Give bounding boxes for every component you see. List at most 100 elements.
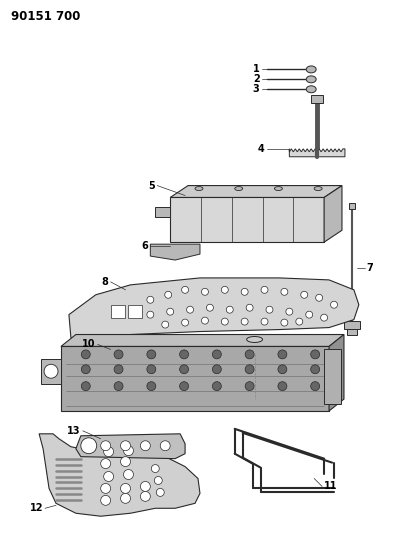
Circle shape [261, 318, 268, 325]
Circle shape [101, 458, 111, 469]
Text: 2: 2 [253, 74, 260, 84]
Polygon shape [111, 305, 125, 318]
Circle shape [160, 441, 170, 451]
Text: 8: 8 [102, 277, 109, 287]
Circle shape [206, 304, 214, 311]
Circle shape [296, 318, 303, 325]
Polygon shape [344, 321, 360, 328]
Circle shape [121, 441, 130, 451]
Ellipse shape [306, 86, 316, 93]
Circle shape [246, 304, 253, 311]
Circle shape [121, 457, 130, 466]
Circle shape [101, 495, 111, 505]
Circle shape [140, 481, 151, 491]
Circle shape [286, 308, 293, 315]
Text: 5: 5 [149, 181, 155, 191]
Circle shape [114, 350, 123, 359]
Circle shape [81, 438, 97, 454]
Polygon shape [311, 95, 323, 103]
Circle shape [201, 288, 208, 295]
Polygon shape [76, 434, 185, 458]
Circle shape [101, 483, 111, 494]
Polygon shape [247, 340, 262, 356]
Circle shape [306, 311, 313, 318]
Circle shape [182, 319, 189, 326]
Text: 10: 10 [82, 340, 96, 350]
Circle shape [167, 308, 174, 315]
Circle shape [147, 365, 156, 374]
Circle shape [180, 382, 189, 391]
Circle shape [278, 365, 287, 374]
Circle shape [162, 321, 169, 328]
Circle shape [81, 382, 90, 391]
Circle shape [180, 350, 189, 359]
Ellipse shape [306, 76, 316, 83]
Circle shape [245, 382, 254, 391]
Circle shape [165, 292, 172, 298]
Circle shape [226, 306, 233, 313]
Polygon shape [329, 335, 344, 411]
Circle shape [101, 441, 111, 451]
Ellipse shape [306, 66, 316, 73]
Polygon shape [151, 244, 200, 260]
Circle shape [154, 477, 162, 484]
Ellipse shape [235, 187, 243, 190]
Circle shape [140, 491, 151, 502]
Text: 3: 3 [253, 84, 260, 94]
Circle shape [182, 286, 189, 293]
Circle shape [278, 382, 287, 391]
Text: 12: 12 [30, 503, 43, 513]
Circle shape [266, 306, 273, 313]
Polygon shape [347, 328, 357, 335]
Circle shape [241, 288, 248, 295]
Circle shape [114, 365, 123, 374]
Circle shape [151, 465, 159, 473]
Polygon shape [324, 185, 342, 242]
Ellipse shape [195, 187, 203, 190]
Circle shape [180, 365, 189, 374]
Circle shape [241, 318, 248, 325]
Text: 6: 6 [141, 241, 149, 251]
Circle shape [147, 296, 154, 303]
Circle shape [311, 382, 320, 391]
Circle shape [81, 350, 90, 359]
Circle shape [278, 350, 287, 359]
Circle shape [44, 365, 58, 378]
Circle shape [281, 319, 288, 326]
Polygon shape [289, 149, 345, 157]
Circle shape [316, 294, 323, 301]
Circle shape [321, 314, 327, 321]
Circle shape [124, 470, 134, 480]
Circle shape [301, 292, 308, 298]
Text: 13: 13 [67, 426, 81, 436]
Circle shape [121, 483, 130, 494]
Ellipse shape [247, 336, 262, 343]
Polygon shape [170, 185, 342, 198]
Circle shape [311, 365, 320, 374]
Circle shape [104, 447, 113, 457]
Circle shape [121, 494, 130, 503]
Circle shape [221, 286, 228, 293]
Circle shape [212, 365, 221, 374]
Circle shape [147, 350, 156, 359]
Circle shape [212, 350, 221, 359]
Ellipse shape [314, 187, 322, 190]
Polygon shape [61, 346, 329, 411]
Circle shape [311, 350, 320, 359]
Circle shape [104, 472, 113, 481]
Circle shape [281, 288, 288, 295]
Circle shape [187, 306, 193, 313]
Polygon shape [324, 350, 341, 404]
Circle shape [201, 317, 208, 324]
Text: 11: 11 [324, 481, 338, 491]
Circle shape [212, 382, 221, 391]
Text: 4: 4 [258, 144, 264, 154]
Circle shape [114, 382, 123, 391]
Polygon shape [155, 207, 170, 217]
Polygon shape [128, 305, 142, 318]
Circle shape [245, 350, 254, 359]
Polygon shape [170, 198, 324, 242]
Polygon shape [41, 359, 61, 384]
Circle shape [221, 318, 228, 325]
Polygon shape [349, 204, 355, 209]
